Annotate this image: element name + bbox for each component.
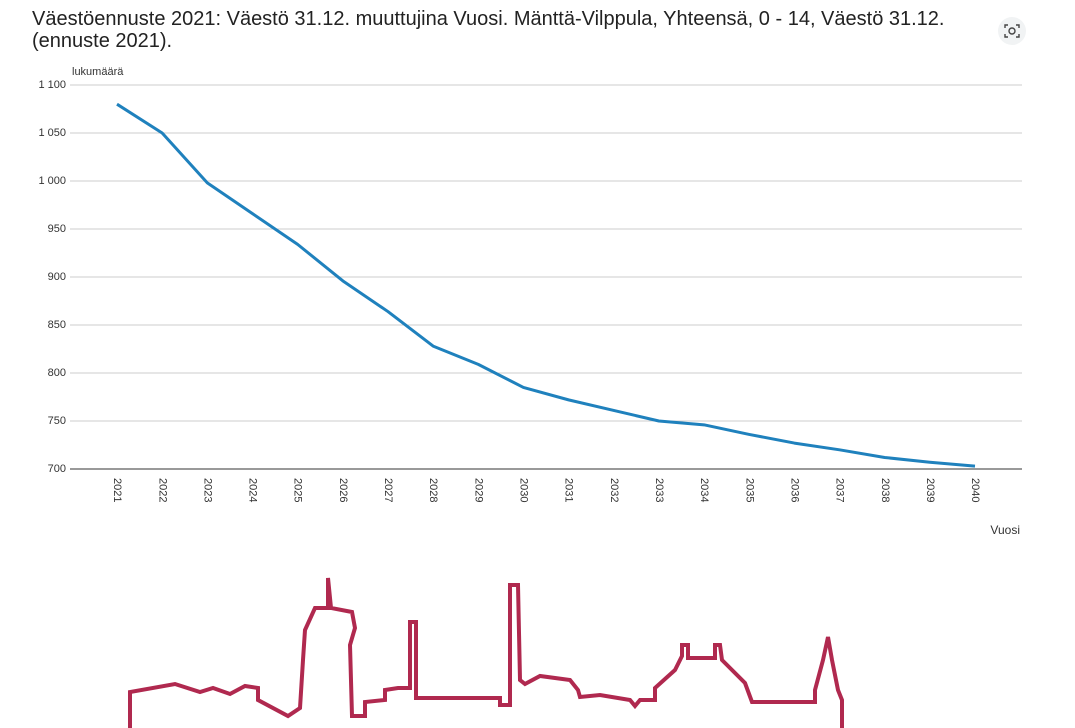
x-tick-label: 2021 — [111, 478, 123, 502]
y-tick-label: 850 — [48, 319, 66, 331]
x-tick-label: 2036 — [788, 478, 800, 502]
x-tick-label: 2032 — [608, 478, 620, 502]
x-tick-label: 2040 — [969, 478, 981, 502]
x-tick-label: 2039 — [924, 478, 936, 502]
page: Väestöennuste 2021: Väestö 31.12. muuttu… — [0, 0, 1075, 728]
x-tick-label: 2029 — [472, 478, 484, 502]
y-tick-label: 750 — [48, 415, 66, 427]
zoom-icon[interactable] — [998, 17, 1026, 45]
x-tick-label: 2035 — [743, 478, 755, 502]
x-tick-label: 2028 — [427, 478, 439, 502]
x-tick-label: 2033 — [653, 478, 665, 502]
y-tick-label: 1 000 — [38, 175, 66, 187]
line — [117, 104, 975, 466]
x-tick-label: 2022 — [156, 478, 168, 502]
x-axis-label: Vuosi — [990, 523, 1020, 537]
x-tick-label: 2026 — [337, 478, 349, 502]
x-tick-label: 2034 — [698, 478, 710, 502]
x-tick-label: 2025 — [292, 478, 304, 502]
y-tick-label: 1 100 — [38, 79, 66, 91]
skyline-decoration — [130, 578, 842, 728]
y-axis-label: lukumäärä — [72, 66, 124, 78]
chart: lukumäärä Vuosi 700 750 800 850 900 950 1 000 1… — [0, 0, 1075, 728]
x-tick-label: 2030 — [518, 478, 530, 502]
y-tick-label: 950 — [48, 223, 66, 235]
y-tick-label: 700 — [48, 463, 66, 475]
y-tick-label: 800 — [48, 367, 66, 379]
x-tick-label: 2023 — [201, 478, 213, 502]
x-tick-label: 2024 — [247, 478, 259, 502]
y-tick-label: 1 050 — [38, 127, 66, 139]
x-tick-label: 2027 — [382, 478, 394, 502]
x-tick-label: 2038 — [879, 478, 891, 502]
x-tick-label: 2037 — [834, 478, 846, 502]
y-tick-label: 900 — [48, 271, 66, 283]
x-tick-label: 2031 — [563, 478, 575, 502]
